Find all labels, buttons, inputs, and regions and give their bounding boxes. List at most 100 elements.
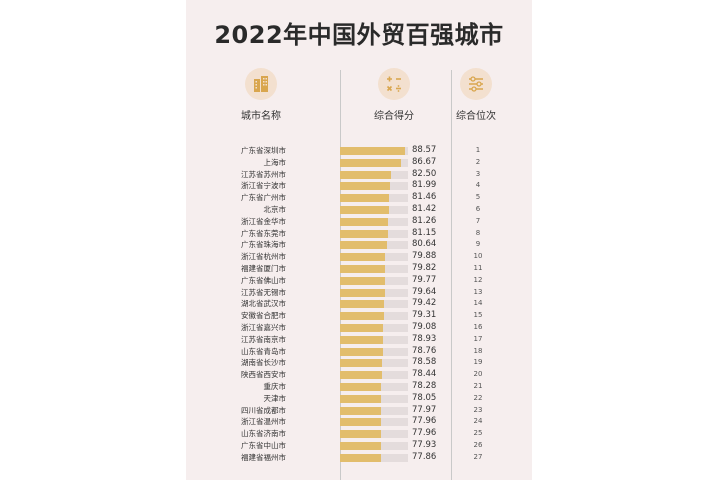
score-value: 82.50 — [412, 168, 437, 179]
score-value: 77.97 — [412, 404, 437, 415]
score-bar — [340, 288, 385, 297]
score-bar — [340, 371, 382, 380]
rank-value: 1 — [475, 146, 481, 154]
city-label: 江苏省无锡市 — [241, 287, 286, 297]
table-row: 浙江省温州市 77.96 24 — [186, 416, 532, 428]
rank-value: 8 — [475, 228, 481, 237]
city-label: 浙江省温州市 — [241, 417, 286, 427]
score-value: 78.05 — [412, 392, 437, 403]
table-row: 广东省佛山市 79.77 12 — [186, 275, 532, 287]
table-row: 广东省中山市 77.93 26 — [186, 440, 532, 452]
table-row: 山东省青岛市 78.76 18 — [186, 346, 532, 358]
table-row: 山东省济南市 77.96 25 — [186, 428, 532, 440]
bar-track — [340, 441, 408, 450]
city-label: 山东省济南市 — [241, 429, 286, 439]
calculator-icon — [378, 68, 410, 100]
bar-track — [340, 371, 408, 380]
bar-track — [340, 276, 408, 285]
score-bar — [340, 194, 389, 203]
score-bar — [340, 323, 384, 332]
score-value: 79.82 — [412, 262, 437, 273]
score-bar — [340, 300, 384, 309]
bar-track — [340, 229, 408, 238]
score-value: 77.86 — [412, 451, 437, 462]
city-column-header: 城市名称 — [241, 111, 281, 122]
bar-track — [340, 418, 408, 427]
score-value: 77.96 — [412, 428, 437, 439]
rank-value: 26 — [473, 440, 483, 449]
city-label: 陕西省西安市 — [241, 370, 286, 380]
city-label: 广东省中山市 — [241, 440, 286, 450]
rank-value: 22 — [473, 393, 483, 402]
rank-value: 16 — [473, 322, 483, 331]
rank-value: 12 — [473, 275, 483, 284]
score-value: 77.93 — [412, 439, 437, 450]
score-value: 78.76 — [412, 345, 437, 356]
bar-track — [340, 264, 408, 273]
rank-value: 4 — [475, 181, 481, 190]
city-label: 福建省厦门市 — [241, 263, 286, 273]
bar-track — [340, 335, 408, 344]
rank-value: 7 — [475, 216, 481, 225]
table-row: 浙江省宁波市 81.99 4 — [186, 180, 532, 192]
ranking-card: 2022年中国外贸百强城市 — [186, 0, 532, 480]
score-bar — [340, 418, 381, 427]
score-bar — [340, 394, 381, 403]
score-bar — [340, 182, 390, 191]
score-bar — [340, 253, 386, 262]
score-value: 78.58 — [412, 357, 437, 368]
score-bar — [340, 312, 384, 321]
bar-track — [340, 323, 408, 332]
city-label: 湖北省武汉市 — [241, 299, 286, 309]
bar-track — [340, 170, 408, 179]
score-value: 86.67 — [412, 156, 437, 167]
city-label: 浙江省宁波市 — [241, 181, 286, 191]
sliders-icon — [460, 68, 492, 100]
score-bar — [340, 229, 388, 238]
score-bar — [340, 382, 382, 391]
rank-value: 14 — [473, 299, 483, 308]
table-row: 湖南省长沙市 78.58 19 — [186, 357, 532, 369]
score-bar — [340, 335, 383, 344]
score-bar — [340, 441, 381, 450]
rank-value: 5 — [475, 193, 481, 202]
rank-value: 2 — [475, 157, 481, 166]
bar-track — [340, 359, 408, 368]
table-row: 四川省成都市 77.97 23 — [186, 405, 532, 417]
score-value: 79.31 — [412, 310, 437, 321]
rank-value: 25 — [473, 429, 483, 438]
bar-track — [340, 158, 408, 167]
bar-track — [340, 217, 408, 226]
bar-track — [340, 430, 408, 439]
city-label: 江苏省苏州市 — [241, 169, 286, 179]
city-label: 浙江省嘉兴市 — [241, 322, 286, 332]
score-bar — [340, 276, 385, 285]
bar-track — [340, 300, 408, 309]
rank-value: 3 — [475, 169, 481, 178]
rank-value: 18 — [473, 346, 483, 355]
score-bar — [340, 453, 381, 462]
score-value: 79.08 — [412, 321, 437, 332]
column-divider — [451, 70, 452, 480]
city-label: 上海市 — [263, 157, 287, 167]
score-bar — [340, 359, 383, 368]
score-bar — [340, 430, 381, 439]
bar-track — [340, 205, 408, 214]
rank-value: 11 — [473, 263, 483, 272]
city-label: 江苏省南京市 — [241, 334, 286, 344]
bar-track — [340, 394, 408, 403]
rank-value: 27 — [473, 452, 483, 461]
score-bar — [340, 170, 391, 179]
bar-track — [340, 182, 408, 191]
rank-value: 23 — [473, 405, 483, 414]
city-label: 四川省成都市 — [241, 405, 286, 415]
city-label: 湖南省长沙市 — [241, 358, 286, 368]
city-label: 广东省深圳市 — [241, 146, 286, 155]
score-column-header: 综合得分 — [374, 111, 414, 122]
score-value: 80.64 — [412, 239, 437, 250]
table-row: 江苏省苏州市 82.50 3 — [186, 169, 532, 181]
score-value: 88.57 — [412, 145, 437, 155]
table-row: 福建省福州市 77.86 27 — [186, 452, 532, 464]
table-row: 浙江省金华市 81.26 7 — [186, 216, 532, 228]
column-divider — [340, 70, 341, 480]
